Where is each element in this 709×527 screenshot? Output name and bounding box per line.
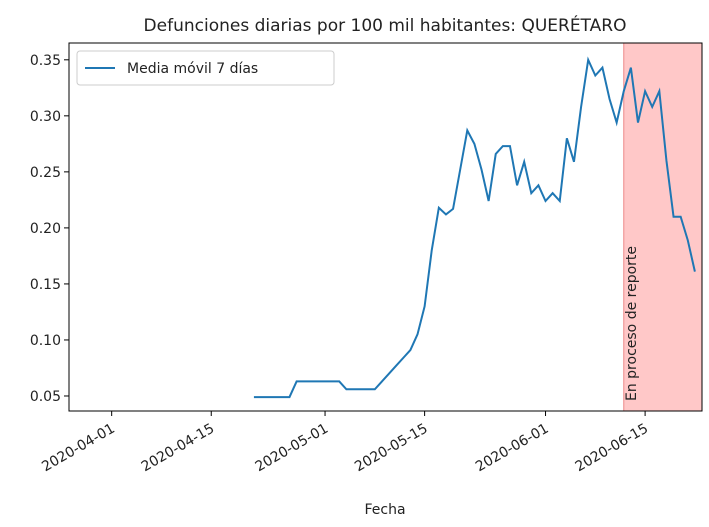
y-tick-label: 0.30 <box>30 109 61 125</box>
y-tick-label: 0.10 <box>30 333 61 349</box>
legend: Media móvil 7 días <box>76 50 335 86</box>
x-tick-label: 2020-06-01 <box>473 421 551 476</box>
legend-box <box>76 50 335 86</box>
series-line <box>253 56 696 399</box>
legend-label: Media móvil 7 días <box>127 61 258 77</box>
x-tick-label: 2020-04-15 <box>139 421 217 476</box>
x-tick-label: 2020-06-15 <box>573 421 651 476</box>
span-label: En proceso de reporte <box>624 246 640 401</box>
plot-frame <box>68 42 703 412</box>
x-tick-label: 2020-04-01 <box>39 421 117 476</box>
x-axis-label: Fecha <box>364 502 405 518</box>
y-tick-label: 0.15 <box>30 277 61 293</box>
y-tick-label: 0.05 <box>30 389 61 405</box>
y-tick-label: 0.25 <box>30 165 61 181</box>
chart-title: Defunciones diarias por 100 mil habitant… <box>144 14 627 36</box>
x-tick-label: 2020-05-01 <box>253 421 331 476</box>
report-span <box>623 43 702 411</box>
x-tick-label: 2020-05-15 <box>352 421 430 476</box>
y-tick-label: 0.20 <box>30 221 61 237</box>
y-tick-label: 0.35 <box>30 53 61 69</box>
